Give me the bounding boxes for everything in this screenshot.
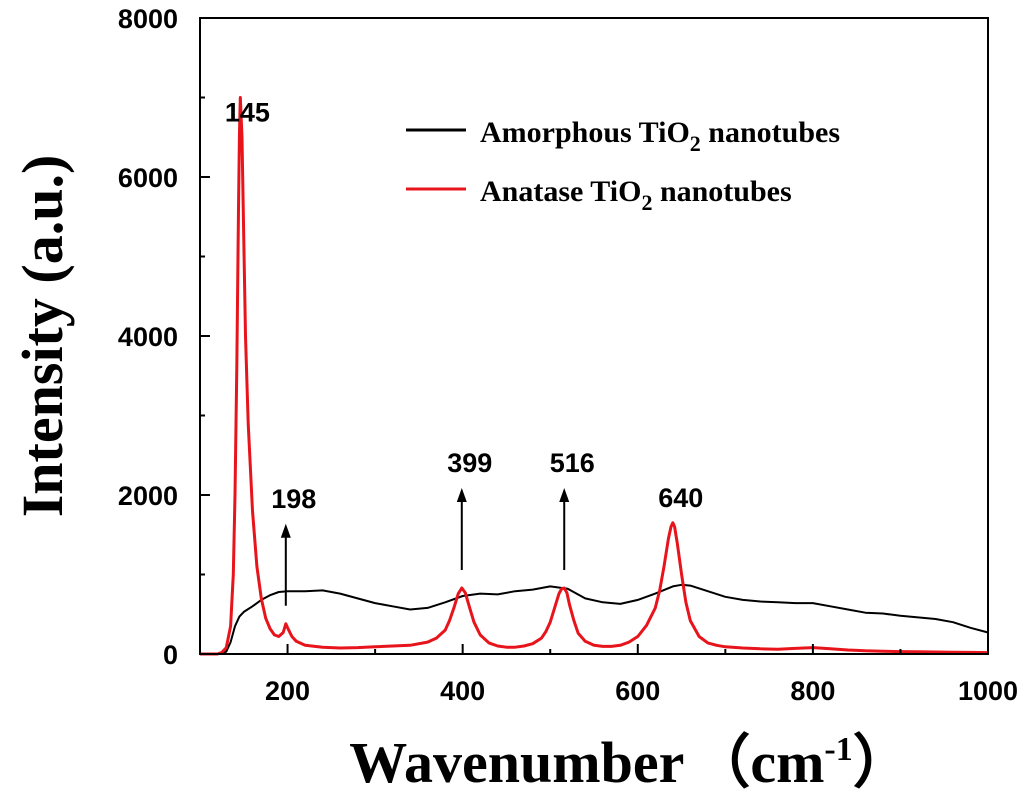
- series-line-amorphous: [200, 583, 989, 655]
- y-tick-label: 4000: [118, 322, 178, 352]
- x-axis-title: Wavenumber （cm-1）: [349, 730, 911, 792]
- x-tick-label: 800: [790, 676, 835, 706]
- legend-label-amorphous: Amorphous TiO2 nanotubes: [480, 116, 840, 156]
- y-tick-label: 0: [163, 640, 178, 670]
- peak-label: 198: [271, 484, 316, 514]
- peak-label: 640: [658, 483, 703, 513]
- legend: Amorphous TiO2 nanotubes Anatase TiO2 na…: [406, 116, 840, 215]
- x-tick-label: 600: [615, 676, 660, 706]
- plot-lines: [200, 96, 989, 656]
- x-tick-label: 1000: [958, 676, 1018, 706]
- plot-frame: [199, 17, 989, 655]
- peak-arrow-head: [559, 488, 570, 503]
- y-tick-label: 6000: [118, 163, 178, 193]
- x-tick-label: 400: [440, 676, 485, 706]
- axis-tick-labels: 200 400 600 800 1000 0 2000 4000 6000 8000: [118, 4, 1018, 706]
- peak-label: 399: [447, 448, 492, 478]
- peak-label: 145: [225, 97, 270, 127]
- y-axis-title: Intensity (a.u.): [10, 155, 75, 518]
- peak-annotations: 145 198 399 516 640: [225, 97, 703, 606]
- peak-arrow-head: [280, 523, 291, 538]
- legend-label-anatase: Anatase TiO2 nanotubes: [480, 175, 792, 215]
- y-tick-label: 2000: [118, 481, 178, 511]
- peak-arrow-head: [456, 488, 467, 503]
- axis-ticks: [199, 17, 989, 655]
- x-tick-label: 200: [265, 676, 310, 706]
- series-line-anatase: [200, 96, 989, 656]
- peak-label: 516: [550, 448, 595, 478]
- y-tick-label: 8000: [118, 4, 178, 34]
